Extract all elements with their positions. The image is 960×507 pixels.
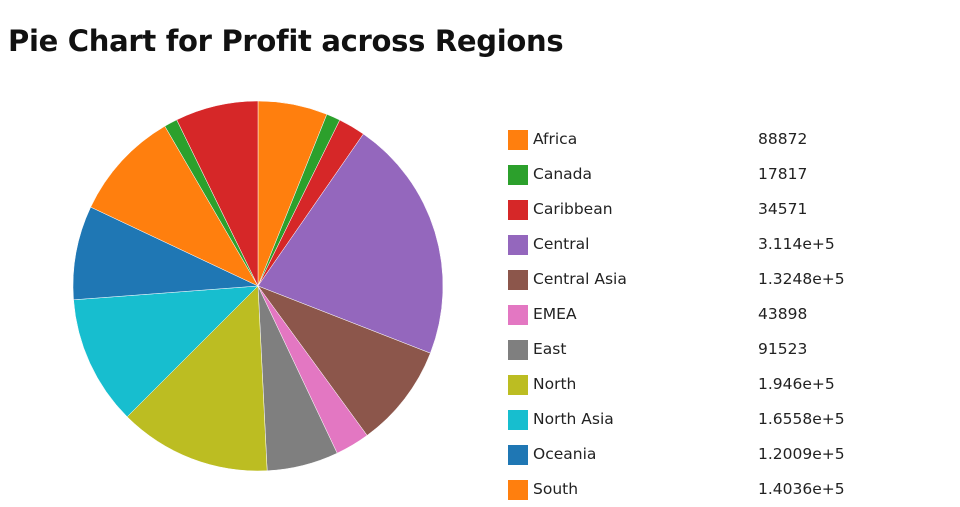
chart-title: Pie Chart for Profit across Regions bbox=[8, 24, 564, 58]
legend-label: North Asia bbox=[533, 410, 614, 428]
legend-value: 43898 bbox=[758, 305, 808, 323]
legend-label: Oceania bbox=[533, 445, 597, 463]
legend-item[interactable]: Canada 17817 bbox=[508, 157, 948, 192]
legend-value: 1.3248e+5 bbox=[758, 270, 845, 288]
legend-swatch bbox=[508, 305, 528, 325]
legend-item[interactable]: EMEA 43898 bbox=[508, 297, 948, 332]
pie-slice-unlabeled-12[interactable] bbox=[176, 100, 259, 287]
legend-swatch bbox=[508, 130, 528, 150]
legend-item[interactable]: Central Asia 1.3248e+5 bbox=[508, 262, 948, 297]
legend-item[interactable]: Caribbean 34571 bbox=[508, 192, 948, 227]
legend-value: 1.4036e+5 bbox=[758, 480, 845, 498]
pie-slice-oceania[interactable] bbox=[72, 206, 259, 301]
legend-item[interactable]: Oceania 1.2009e+5 bbox=[508, 437, 948, 472]
legend-swatch bbox=[508, 480, 528, 500]
legend-value: 1.946e+5 bbox=[758, 375, 835, 393]
legend-value: 3.114e+5 bbox=[758, 235, 835, 253]
legend-label: Caribbean bbox=[533, 200, 613, 218]
legend-value: 1.2009e+5 bbox=[758, 445, 845, 463]
legend-item[interactable]: Africa 88872 bbox=[508, 122, 948, 157]
legend-value: 1.6558e+5 bbox=[758, 410, 845, 428]
pie-slice-north-asia[interactable] bbox=[73, 285, 259, 418]
pie-slice-north[interactable] bbox=[126, 285, 268, 472]
legend-label: East bbox=[533, 340, 567, 358]
pie-slice-central-asia[interactable] bbox=[257, 285, 431, 436]
legend-value: 17817 bbox=[758, 165, 808, 183]
legend-label: Canada bbox=[533, 165, 592, 183]
legend-value: 34571 bbox=[758, 200, 808, 218]
legend-label: EMEA bbox=[533, 305, 577, 323]
legend-swatch bbox=[508, 200, 528, 220]
legend-swatch bbox=[508, 375, 528, 395]
legend-swatch bbox=[508, 235, 528, 255]
legend-label: Central bbox=[533, 235, 590, 253]
legend-item[interactable]: North Asia 1.6558e+5 bbox=[508, 402, 948, 437]
legend-swatch bbox=[508, 165, 528, 185]
pie-slice-south[interactable] bbox=[90, 125, 259, 287]
pie-slice-central[interactable] bbox=[257, 133, 444, 354]
legend-item[interactable]: North 1.946e+5 bbox=[508, 367, 948, 402]
legend-label: North bbox=[533, 375, 577, 393]
legend-item[interactable]: South 1.4036e+5 bbox=[508, 472, 948, 507]
legend-swatch bbox=[508, 410, 528, 430]
legend-label: South bbox=[533, 480, 579, 498]
legend-value: 88872 bbox=[758, 130, 808, 148]
legend-value: 91523 bbox=[758, 340, 808, 358]
legend-swatch bbox=[508, 445, 528, 465]
legend-label: Africa bbox=[533, 130, 578, 148]
legend-item[interactable]: Central 3.114e+5 bbox=[508, 227, 948, 262]
chart-legend: Africa 88872 Canada 17817 Caribbean 34571 Cent… bbox=[508, 122, 948, 507]
legend-swatch bbox=[508, 340, 528, 360]
legend-swatch bbox=[508, 270, 528, 290]
legend-item[interactable]: East 91523 bbox=[508, 332, 948, 367]
legend-label: Central Asia bbox=[533, 270, 627, 288]
